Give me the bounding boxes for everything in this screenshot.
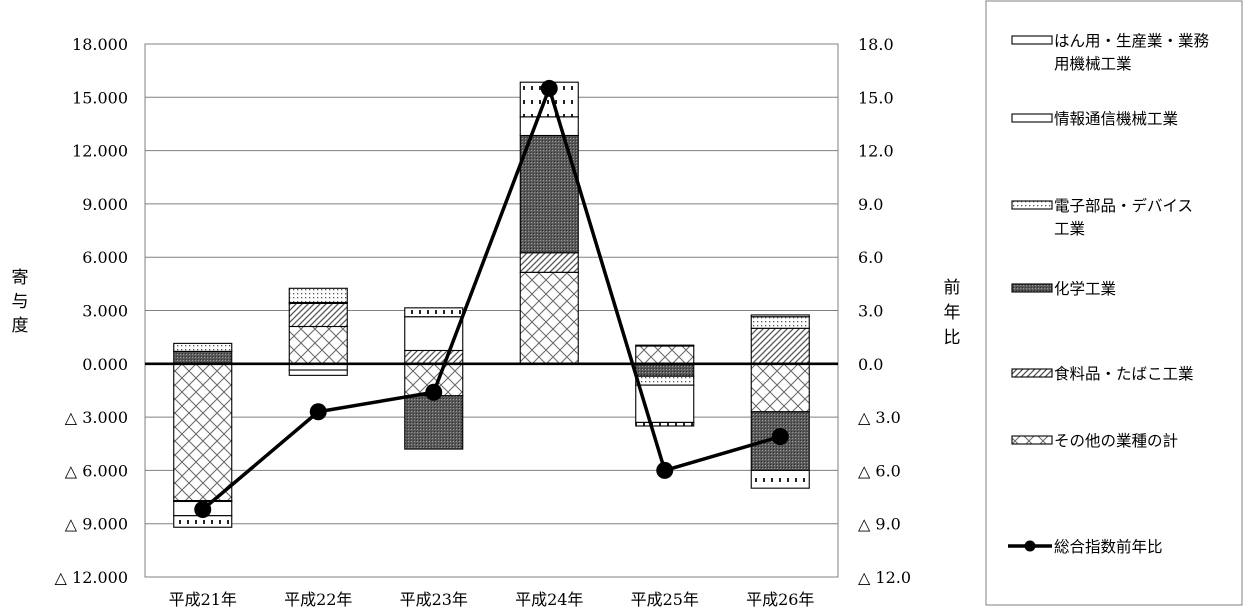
legend-label: はん用・生産業・業務 xyxy=(1054,32,1210,50)
left-tick-label: △ 6.000 xyxy=(65,461,128,480)
right-axis-label-char: 比 xyxy=(944,328,961,348)
index-point xyxy=(771,428,789,446)
left-tick-label: △ 12.000 xyxy=(55,568,128,587)
left-tick-label: 18.000 xyxy=(72,35,128,54)
right-tick-label: 6.0 xyxy=(858,248,883,267)
legend-label: 電子部品・デバイス xyxy=(1054,196,1193,215)
bar-segment xyxy=(635,375,695,386)
left-tick-label: 3.000 xyxy=(82,302,128,321)
bar-segment xyxy=(635,421,695,427)
index-point xyxy=(425,383,443,401)
index-point xyxy=(540,79,558,97)
right-axis-label-char: 年 xyxy=(944,303,961,323)
x-tick-label: 平成26年 xyxy=(746,590,814,608)
line-layer xyxy=(194,79,789,518)
right-tick-label: 12.0 xyxy=(858,142,894,161)
x-tick-label: 平成23年 xyxy=(400,590,468,608)
x-tick-label: 平成25年 xyxy=(631,590,699,608)
right-axis-label-char: 前 xyxy=(944,278,961,298)
legend-point-swatch xyxy=(1024,540,1036,552)
bar-segment xyxy=(750,316,810,329)
legend: はん用・生産業・業務用機械工業情報通信機械工業電子部品・デバイス工業化学工業食料… xyxy=(985,0,1243,606)
legend-box xyxy=(985,0,1243,606)
bar-segment xyxy=(173,363,233,502)
bar-segment xyxy=(404,349,464,365)
left-tick-label: 6.000 xyxy=(82,248,128,267)
left-tick-label: △ 9.000 xyxy=(65,515,128,534)
bar-segment xyxy=(404,395,464,450)
bar-segment xyxy=(519,271,579,365)
legend-swatch xyxy=(1011,368,1053,378)
left-tick-label: △ 3.000 xyxy=(65,408,128,427)
legend-label: 化学工業 xyxy=(1054,280,1116,298)
axis-labels: 寄与度 前年比 xyxy=(12,268,961,348)
index-point xyxy=(656,461,674,479)
legend-label: 食料品・たばこ工業 xyxy=(1054,365,1194,383)
gridlines xyxy=(145,43,838,578)
bar-segment xyxy=(750,314,810,318)
right-axis-ticks: 18.0 15.0 12.0 9.0 6.0 3.0 0.0 △ 3.0 △ 6.0 △ 9.0 △… xyxy=(858,35,911,587)
bar-layer xyxy=(173,81,810,528)
x-tick-label: 平成21年 xyxy=(169,590,237,608)
bar-segment xyxy=(173,342,233,352)
left-axis-label-char: 寄 xyxy=(12,268,29,288)
right-tick-label: △ 6.0 xyxy=(858,461,901,480)
bar-segment xyxy=(288,302,348,328)
legend-swatch xyxy=(1011,113,1053,123)
right-tick-label: 3.0 xyxy=(858,302,883,321)
bar-segment xyxy=(288,287,348,304)
legend-label: 情報通信機械工業 xyxy=(1054,110,1178,128)
legend-label: 用機械工業 xyxy=(1054,55,1132,73)
legend-swatch xyxy=(1011,200,1053,210)
bar-segment xyxy=(635,345,695,365)
x-tick-label: 平成24年 xyxy=(515,590,583,608)
left-tick-label: 0.000 xyxy=(82,355,128,374)
right-tick-label: 9.0 xyxy=(858,195,883,214)
bar-segment xyxy=(519,252,579,273)
plot-border xyxy=(144,43,839,578)
bar-segment xyxy=(404,316,464,352)
legend-swatch xyxy=(1011,435,1053,445)
legend-swatch xyxy=(1011,283,1053,293)
bar-segment xyxy=(750,327,810,365)
bar-segment xyxy=(635,344,695,347)
bar-segment xyxy=(173,350,233,365)
right-tick-label: △ 12.0 xyxy=(858,568,911,587)
left-axis-ticks: 18.000 15.000 12.000 9.000 6.000 3.000 0.000 △ … xyxy=(55,35,128,587)
left-tick-label: 12.000 xyxy=(72,142,128,161)
right-tick-label: △ 3.0 xyxy=(858,408,901,427)
right-tick-label: 0.0 xyxy=(858,355,883,374)
bar-segment xyxy=(404,307,464,318)
plot-frame xyxy=(144,43,839,578)
bar-segment xyxy=(288,369,348,376)
bar-segment xyxy=(635,363,695,377)
index-line xyxy=(201,86,781,511)
left-tick-label: 15.000 xyxy=(72,88,128,107)
right-tick-label: 18.0 xyxy=(858,35,894,54)
left-axis-label-char: 度 xyxy=(12,316,29,336)
bar-segment xyxy=(750,363,810,413)
legend-label: 総合指数前年比 xyxy=(1054,538,1163,556)
right-tick-label: 15.0 xyxy=(858,88,894,107)
x-axis-ticks: 平成21年 平成22年 平成23年 平成24年 平成25年 平成26年 xyxy=(169,590,815,608)
bar-segment xyxy=(519,116,579,137)
legend-label: その他の業種の計 xyxy=(1054,432,1178,450)
legend-label: 工業 xyxy=(1054,220,1085,238)
right-tick-label: △ 9.0 xyxy=(858,515,901,534)
index-point xyxy=(194,500,212,518)
left-tick-label: 9.000 xyxy=(82,195,128,214)
bar-segment xyxy=(288,325,348,365)
x-tick-label: 平成22年 xyxy=(284,590,352,608)
index-point xyxy=(309,403,327,421)
legend-swatch xyxy=(1011,35,1053,45)
bar-segment xyxy=(750,469,810,489)
left-axis-label-char: 与 xyxy=(12,292,29,312)
